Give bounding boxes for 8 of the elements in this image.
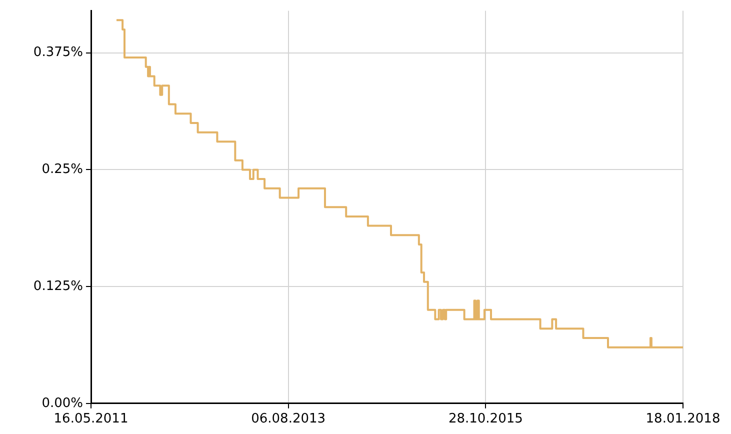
y-tick-label: 0.125% — [33, 278, 83, 294]
y-tick-label: 0.375% — [33, 45, 83, 60]
x-tick-label: 18.01.2018 — [646, 412, 720, 427]
y-tick-label: 0.25% — [42, 162, 83, 178]
y-tick-label: 0.00% — [42, 396, 83, 411]
x-tick-label: 06.08.2013 — [251, 412, 326, 427]
x-tick-label: 28.10.2015 — [448, 412, 523, 427]
x-tick-label: 16.05.2011 — [54, 412, 128, 427]
